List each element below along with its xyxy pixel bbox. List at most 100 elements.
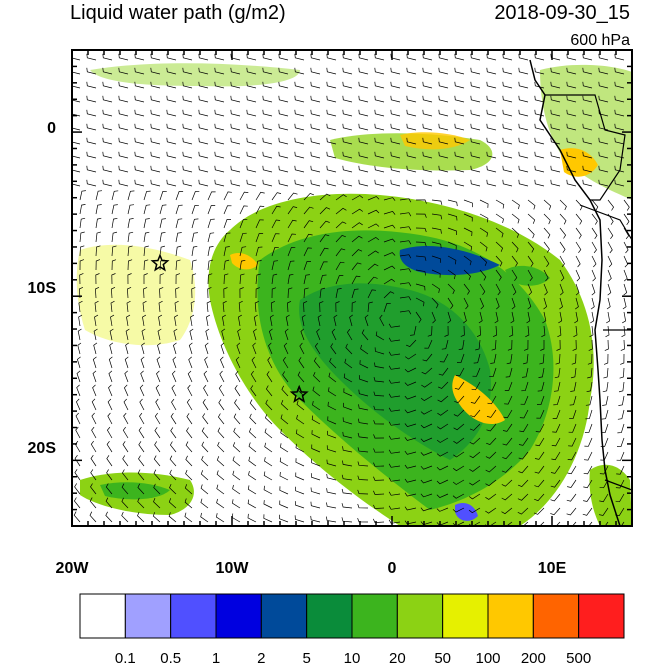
wind-barb [342,165,353,173]
wind-barb [278,137,289,145]
wind-barb [550,493,561,502]
wind-barb [95,204,102,215]
wind-barb [166,67,177,75]
wind-barb [504,381,513,391]
wind-barb [175,287,180,299]
wind-barb [326,151,337,159]
wind-barb [470,109,481,117]
wind-barb [150,81,161,89]
wind-barb [479,297,485,310]
wind-barb [190,300,195,313]
wind-barb [166,165,177,173]
wind-barb [200,470,209,481]
wind-barb [102,123,113,131]
wind-barb [479,241,488,252]
wind-barb [118,53,129,61]
wind-barb [486,437,497,446]
wind-barb [420,493,433,498]
wind-barb [267,356,273,369]
wind-barb [214,95,225,103]
star-markers [150,253,309,403]
wind-barb [329,357,337,369]
wind-barb [367,196,380,201]
wind-barb [623,283,628,296]
wind-barb [373,405,385,411]
wind-barb [111,286,116,299]
wind-barb [102,95,113,103]
wind-barb [470,67,481,75]
wind-barb [342,109,353,117]
wind-barb [534,479,545,488]
wind-barb [139,384,145,397]
wind-barb [200,512,209,523]
wind-barb [198,179,209,187]
wind-barb [319,193,331,201]
wind-barb [111,231,118,243]
wind-barb [232,484,241,495]
wind-barb [285,314,290,327]
wind-barb [427,325,433,337]
wind-barb [358,109,369,117]
wind-barb [79,259,85,271]
wind-barb [383,238,396,243]
wind-barb [614,179,625,187]
wind-barb [623,227,630,240]
wind-barb [77,328,82,341]
wind-barb [252,342,257,355]
wind-barb [118,123,129,131]
wind-barb [420,451,433,456]
wind-barb [159,204,167,215]
wind-barb [326,137,337,145]
wind-barb [349,314,354,327]
wind-barb [527,297,532,310]
wind-barb [551,437,561,447]
wind-barb [575,199,583,211]
wind-barb [138,441,145,453]
wind-barb [284,328,289,341]
country-border-1 [545,94,626,201]
wind-barb [404,520,417,525]
wind-barb [525,325,530,338]
wind-barb [453,423,465,431]
wind-barb [472,367,481,377]
wind-barb [415,283,426,291]
wind-barb [278,179,289,187]
wind-barb [72,71,81,75]
wind-barb [121,511,129,523]
wind-barb [614,81,625,89]
wind-barb [281,385,289,397]
wind-barb [182,109,193,117]
wind-barb [605,325,610,338]
wind-barb [118,179,129,187]
wind-barb [599,479,609,489]
wind-barb [331,328,337,341]
wind-barb [358,123,369,131]
country-border-2 [579,204,632,241]
wind-barb [583,493,593,502]
wind-barb [534,151,545,159]
wind-barb [437,381,449,389]
wind-barb [534,53,545,61]
wind-barb [422,137,433,145]
wind-barb [326,81,337,89]
wind-barb [422,165,433,173]
wind-barb [358,137,369,145]
wind-barb [78,300,83,313]
wind-barb [470,53,481,61]
wind-barb [342,431,353,439]
wind-barb [310,473,321,481]
wind-barb [399,310,412,315]
plot-frame [71,49,633,527]
wind-barb [357,475,369,481]
wind-barb [342,460,353,467]
wind-barb [372,518,385,523]
wind-barb [150,151,161,159]
wind-barb [404,506,417,511]
wind-barb [239,205,248,215]
wind-barb [122,426,129,439]
wind-barb [351,275,361,285]
wind-barb [123,398,129,411]
wind-barb [374,165,385,173]
wind-barb [598,95,609,103]
wind-barb [495,199,505,209]
